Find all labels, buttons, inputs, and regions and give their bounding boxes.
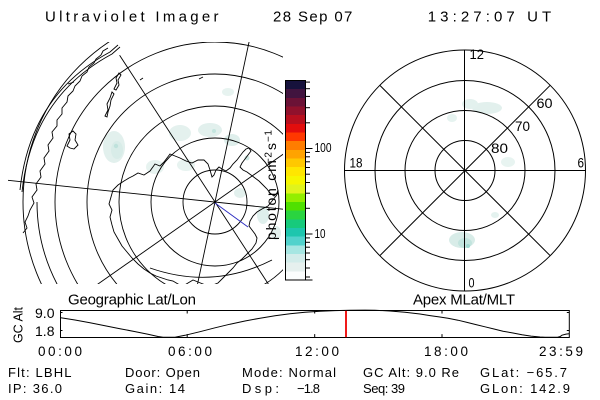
- svg-text:60: 60: [537, 96, 553, 111]
- svg-text:28 Sep 07: 28 Sep 07: [273, 9, 352, 26]
- svg-text:Mode: Normal: Mode: Normal: [242, 365, 336, 380]
- svg-text:Seq: 39: Seq: 39: [363, 381, 405, 396]
- svg-text:−1.8: −1.8: [297, 381, 320, 396]
- svg-text:12: 12: [470, 47, 485, 62]
- svg-text:0: 0: [469, 276, 475, 291]
- svg-text:photon cm: photon cm: [263, 158, 279, 240]
- svg-text:GC Alt: 9.0 Re: GC Alt: 9.0 Re: [363, 365, 459, 380]
- svg-text:13:27:07 UT: 13:27:07 UT: [428, 9, 552, 26]
- svg-text:80: 80: [491, 141, 508, 156]
- svg-text:18:00: 18:00: [424, 344, 468, 359]
- svg-text:−2: −2: [264, 152, 275, 164]
- svg-text:Dsp:: Dsp:: [242, 381, 279, 396]
- svg-text:IP: 36.0: IP: 36.0: [8, 381, 62, 396]
- svg-text:10: 10: [315, 226, 326, 241]
- svg-text:18: 18: [350, 156, 363, 171]
- svg-text:06:00: 06:00: [168, 344, 212, 359]
- svg-text:1.8: 1.8: [35, 323, 55, 339]
- svg-text:−1: −1: [264, 130, 275, 142]
- svg-text:70: 70: [515, 119, 530, 134]
- svg-text:Ultraviolet Imager: Ultraviolet Imager: [45, 9, 219, 26]
- svg-text:6: 6: [578, 155, 585, 170]
- svg-text:Door: Open: Door: Open: [125, 365, 200, 380]
- svg-text:23:59: 23:59: [539, 344, 583, 359]
- svg-text:GLat: −65.7: GLat: −65.7: [480, 365, 567, 380]
- svg-text:100: 100: [315, 140, 332, 155]
- svg-text:Flt: LBHL: Flt: LBHL: [8, 365, 72, 380]
- svg-text:GLon: 142.9: GLon: 142.9: [480, 381, 570, 396]
- svg-text:9.0: 9.0: [35, 305, 55, 321]
- svg-text:00:00: 00:00: [38, 344, 82, 359]
- svg-text:12:00: 12:00: [295, 344, 339, 359]
- svg-text:Apex MLat/MLT: Apex MLat/MLT: [413, 292, 515, 309]
- svg-text:Geographic Lat/Lon: Geographic Lat/Lon: [68, 292, 196, 309]
- svg-text:s: s: [263, 143, 279, 150]
- svg-text:Gain: 14: Gain: 14: [125, 381, 185, 396]
- svg-text:GC Alt: GC Alt: [11, 307, 26, 343]
